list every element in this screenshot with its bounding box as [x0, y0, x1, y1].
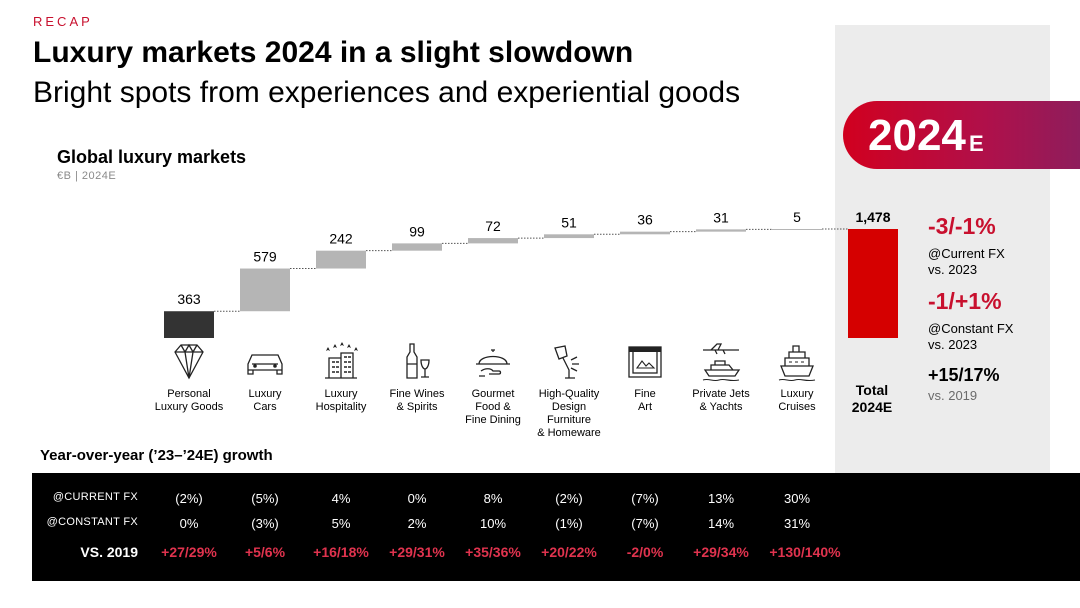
chart-unit: €B | 2024E: [57, 170, 117, 182]
cloche-icon: [476, 349, 510, 377]
growth-cell: (5%): [251, 491, 279, 506]
section-label: RECAP: [33, 14, 93, 29]
growth-cell: 0%: [179, 516, 199, 531]
growth-cell: -2/0%: [626, 544, 664, 560]
growth-cell: (7%): [631, 491, 659, 506]
growth-cell: +29/31%: [389, 544, 445, 560]
growth-cell: (2%): [555, 491, 583, 506]
growth-cell: 14%: [707, 516, 735, 531]
category-label: Luxury Cruises: [778, 388, 816, 413]
growth-cell: +16/18%: [313, 544, 369, 560]
picture-frame-icon: [628, 346, 662, 378]
bar-total: [848, 229, 898, 338]
bar-hotel: [316, 250, 366, 269]
category-label: Personal Luxury Goods: [154, 388, 224, 413]
lamp-icon: [554, 345, 579, 379]
growth-cell: 0%: [407, 491, 427, 506]
bar-value-label: 5: [793, 209, 801, 225]
growth-row-label: VS. 2019: [80, 544, 138, 560]
total-label: Total 2024E: [851, 382, 893, 415]
bar-car: [240, 268, 290, 312]
wine-icon: [406, 343, 430, 379]
kpi-current-fx-label: @Current FX: [928, 246, 1005, 261]
growth-cell: +35/36%: [465, 544, 521, 560]
growth-row-label: @CURRENT FX: [52, 491, 138, 503]
growth-cell: +27/29%: [161, 544, 217, 560]
bar-value-label: 579: [253, 249, 277, 265]
hotel-icon: [325, 341, 359, 379]
bar-lamp: [544, 234, 594, 239]
category-label: Private Jets & Yachts: [692, 388, 750, 413]
bar-value-label: 36: [637, 212, 653, 228]
growth-cell: 31%: [783, 516, 811, 531]
bar-value-label: 51: [561, 214, 577, 230]
growth-cell: (3%): [251, 516, 279, 531]
growth-cell: 13%: [707, 491, 735, 506]
bar-value-label: 242: [329, 231, 353, 247]
bar-picture-frame: [620, 231, 670, 235]
category-label: Luxury Cars: [248, 388, 282, 413]
growth-cell: 5%: [331, 516, 351, 531]
category-label: Luxury Hospitality: [315, 388, 367, 413]
page-title: Luxury markets 2024 in a slight slowdown: [33, 36, 634, 69]
bar-value-label: 31: [713, 209, 729, 225]
growth-cell: 10%: [479, 516, 507, 531]
bar-wine: [392, 243, 442, 251]
kpi-constant-fx-value: -1/+1%: [928, 288, 1002, 314]
growth-cell: (1%): [555, 516, 583, 531]
kpi-vs-2019-value: +15/17%: [928, 365, 1000, 385]
growth-cell: +20/22%: [541, 544, 597, 560]
cruise-ship-icon: [778, 345, 816, 382]
growth-title: Year-over-year (’23–’24E) growth: [40, 447, 273, 464]
kpi-constant-fx-compare: vs. 2023: [928, 337, 978, 352]
category-label: Gourmet Food & Fine Dining: [465, 388, 521, 426]
growth-cell: (7%): [631, 516, 659, 531]
growth-cell: 30%: [783, 491, 811, 506]
bar-diamond: [164, 311, 214, 338]
growth-cell: 4%: [331, 491, 351, 506]
car-icon: [247, 354, 283, 375]
bar-value-label: 363: [177, 291, 201, 307]
growth-cell: +29/34%: [693, 544, 749, 560]
diamond-icon: [174, 343, 204, 380]
kpi-vs-2019-label: vs. 2019: [928, 388, 978, 403]
category-label: Fine Art: [634, 388, 656, 413]
year-badge: [843, 101, 1080, 169]
kpi-current-fx-value: -3/-1%: [928, 213, 996, 239]
growth-cell: +130/140%: [769, 544, 841, 560]
page-subtitle: Bright spots from experiences and experi…: [33, 76, 741, 109]
jet-yacht-icon: [702, 343, 741, 382]
growth-cell: (2%): [175, 491, 203, 506]
bar-value-label: 99: [409, 223, 425, 239]
bar-cloche: [468, 238, 518, 244]
growth-table: [32, 473, 1080, 581]
chart-title: Global luxury markets: [57, 147, 247, 167]
growth-cell: +5/6%: [244, 544, 286, 560]
bar-total-value-label: 1,478: [855, 209, 890, 225]
growth-row-label: @CONSTANT FX: [46, 516, 138, 528]
bar-value-label: 72: [485, 218, 501, 234]
growth-cell: 8%: [483, 491, 503, 506]
year-badge-suffix: E: [969, 131, 984, 156]
bar-jet-yacht: [696, 229, 746, 232]
growth-cell: 2%: [407, 516, 427, 531]
category-label: Fine Wines & Spirits: [389, 388, 445, 413]
bar-cruise-ship: [772, 229, 822, 230]
kpi-constant-fx-label: @Constant FX: [928, 321, 1014, 336]
kpi-current-fx-compare: vs. 2023: [928, 262, 978, 277]
year-badge-year: 2024: [868, 111, 966, 160]
category-label: High-Quality Design Furniture & Homeware: [537, 388, 601, 439]
